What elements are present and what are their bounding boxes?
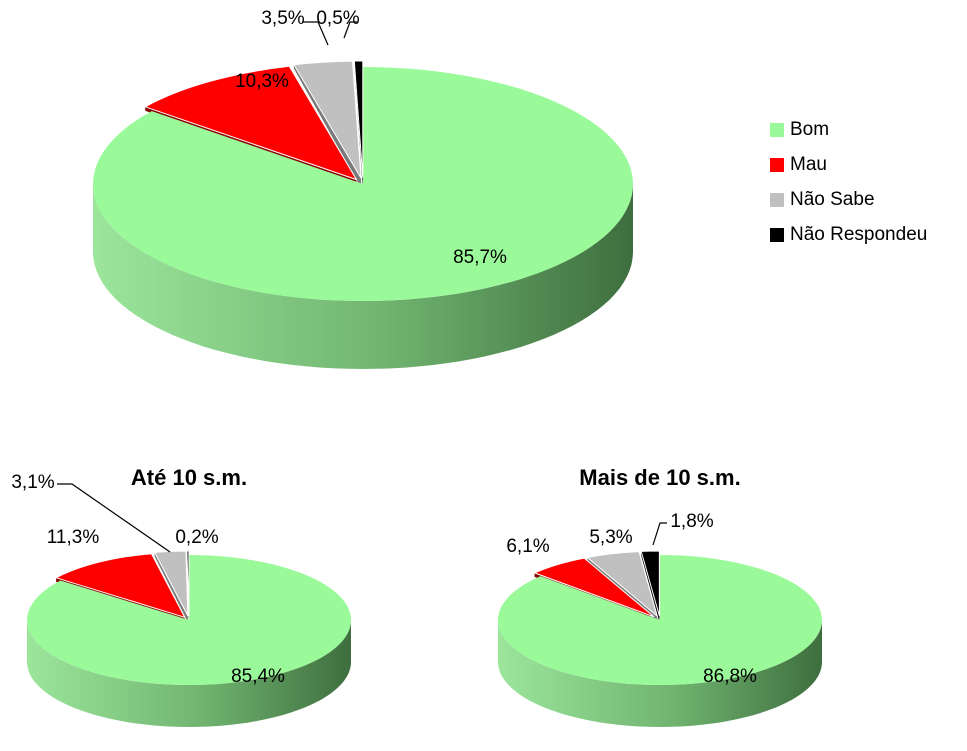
data-label-bom: 85,4% — [231, 666, 285, 687]
legend-swatch-nao-respondeu — [770, 228, 784, 242]
pie-slice-mau — [54, 553, 186, 619]
legend-item-bom: Bom — [770, 118, 927, 142]
data-label-mau: 11,3% — [47, 527, 100, 548]
pie-overall: 85,7% 10,3% 3,5% 0,5% — [92, 8, 633, 369]
pie-slice-mau — [533, 557, 655, 618]
pie-slice-nao-respondeu — [353, 60, 364, 178]
pie-slice-nao-sabe — [293, 60, 362, 179]
data-label-nao-sabe: 3,5% — [261, 8, 304, 29]
legend-label-nao-respondeu: Não Respondeu — [790, 224, 928, 245]
pie-slice-bom — [497, 555, 822, 686]
pie-slice-mau — [143, 65, 358, 181]
legend-item-mau: Mau — [770, 153, 927, 177]
data-label-nao-respondeu: 1,8% — [670, 511, 713, 532]
data-label-mau: 6,1% — [506, 536, 549, 557]
legend-label-bom: Bom — [790, 119, 830, 140]
data-label-mau: 10,3% — [235, 71, 289, 92]
leader-line-nao-respondeu — [343, 21, 358, 39]
pie-mais-de-10-sm: 86,8% 6,1% 5,3% 1,8% Mais de 10 s.m. — [497, 465, 822, 727]
pie-side-bom — [498, 620, 822, 727]
pie-side-bom — [27, 620, 351, 727]
data-label-bom: 85,7% — [453, 247, 507, 268]
chart-title: Mais de 10 s.m. — [579, 465, 740, 490]
leader-line-nao-sabe — [302, 21, 329, 46]
legend-item-nao-respondeu: Não Respondeu — [770, 223, 927, 247]
pie-cut-nao-sabe — [154, 552, 188, 623]
data-label-bom: 86,8% — [703, 666, 757, 687]
pie-slice-nao-sabe — [586, 551, 659, 618]
pie-ate-10-sm: 85,4% 11,3% 3,1% 0,2% Até 10 s.m. — [11, 465, 352, 727]
data-label-nao-sabe: 3,1% — [11, 472, 54, 493]
chart-title: Até 10 s.m. — [131, 465, 247, 490]
legend-item-nao-sabe: Não Sabe — [770, 188, 927, 212]
legend: Bom Mau Não Sabe Não Respondeu — [770, 118, 927, 258]
pie-slice-nao-respondeu — [186, 550, 190, 617]
leader-line-nao-respondeu — [652, 522, 667, 546]
pie-slice-bom — [27, 555, 352, 686]
leader-line-nao-sabe — [57, 483, 171, 553]
legend-swatch-mau — [770, 158, 784, 172]
pie-side-bom — [93, 184, 633, 369]
pie-slice-nao-respondeu — [640, 550, 660, 617]
legend-swatch-nao-sabe — [770, 193, 784, 207]
pie-slice-bom — [92, 67, 633, 301]
data-label-nao-sabe: 5,3% — [589, 527, 632, 548]
legend-label-mau: Mau — [790, 154, 827, 175]
data-label-nao-respondeu: 0,2% — [175, 527, 218, 548]
legend-label-nao-sabe: Não Sabe — [790, 189, 875, 210]
data-label-nao-respondeu: 0,5% — [316, 8, 359, 29]
legend-swatch-bom — [770, 123, 784, 137]
pie-cut-nao-sabe — [293, 64, 362, 189]
